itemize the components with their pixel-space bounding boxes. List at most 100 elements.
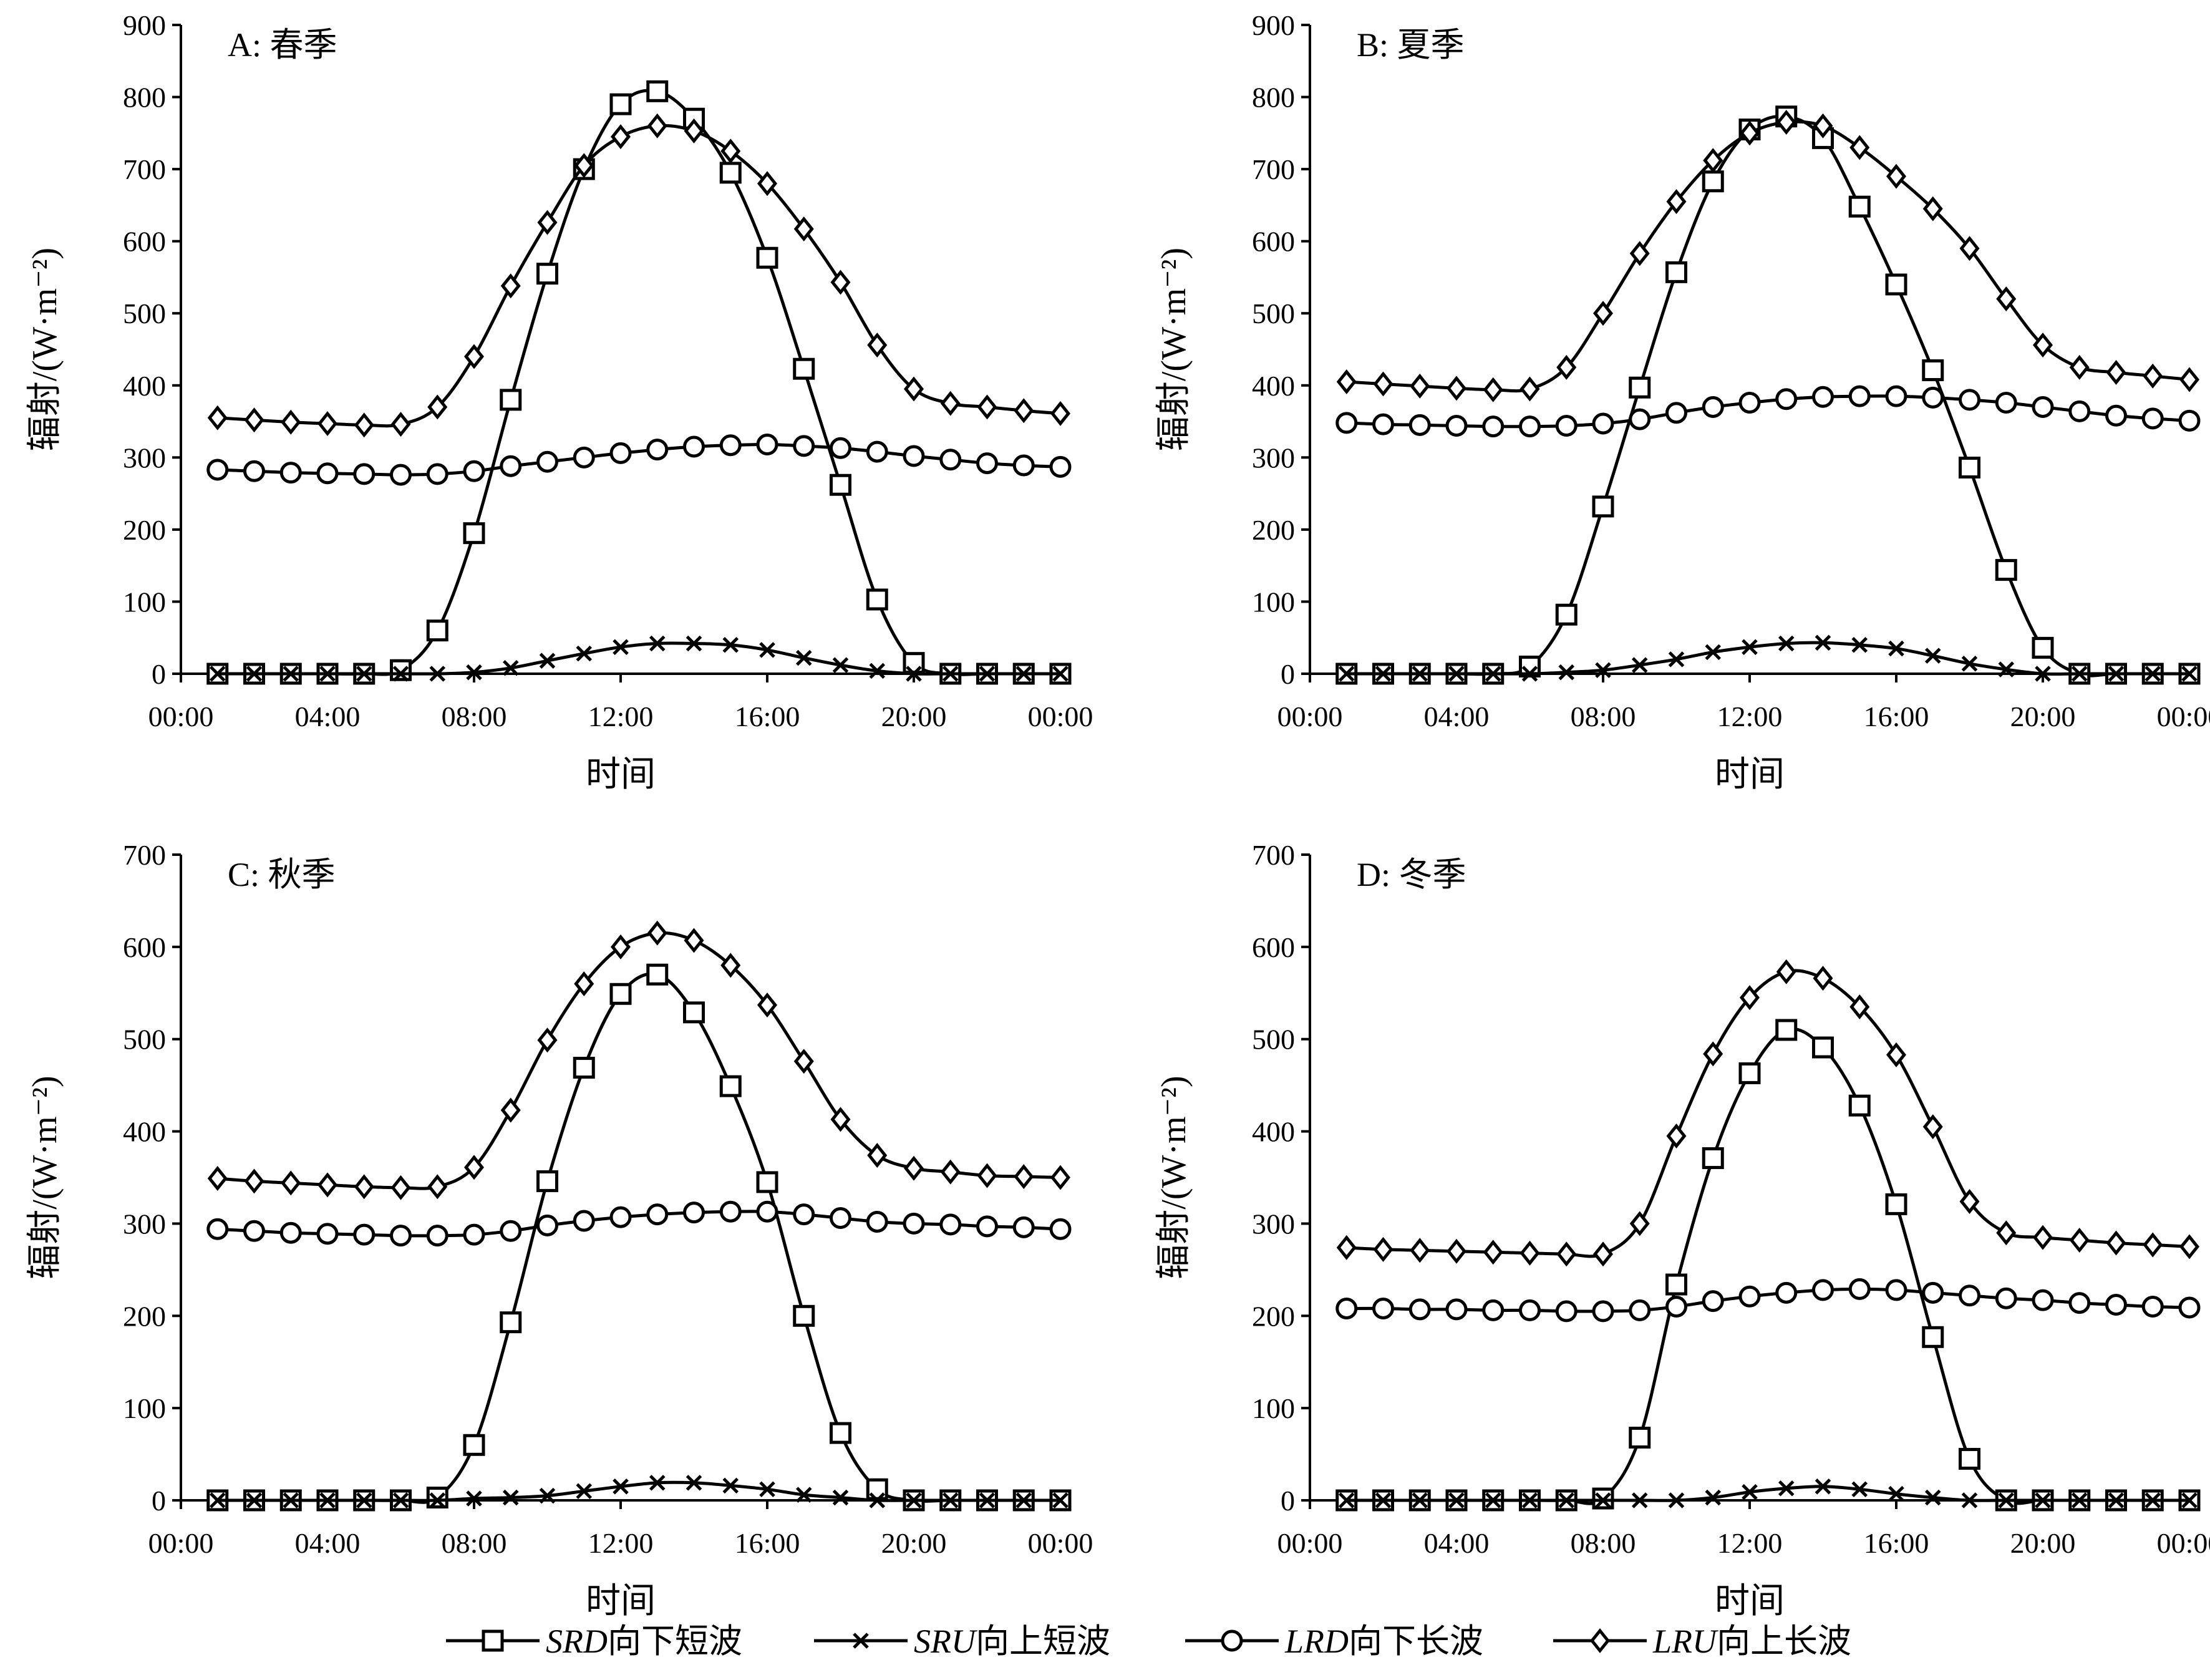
- panel-b-lrd-point: [1848, 385, 1871, 407]
- panel-b-lrd-point: [2032, 396, 2054, 418]
- panel-b-srd-point: [1995, 559, 2017, 581]
- panel-c-title: C: 秋季: [228, 856, 336, 893]
- panel-a-lru-point: [793, 216, 814, 242]
- panel-c-sru-point: [283, 1492, 299, 1508]
- panel-a-lru-point: [427, 394, 448, 420]
- panel-d-lrd-point: [1959, 1284, 1980, 1307]
- panel-a-lru-point: [244, 407, 264, 433]
- panel-a-lrd-point: [536, 450, 558, 473]
- panel-b-lrd-point: [1922, 386, 1944, 409]
- panel-d-lrd-point: [1738, 1285, 1761, 1308]
- legend-srd-label: SRD向下短波: [546, 1623, 742, 1660]
- panel-c-sru-point: [356, 1492, 372, 1508]
- panel-a-srd-point: [463, 522, 485, 545]
- panel-d-sru-point: [1375, 1492, 1392, 1508]
- panel-d-lrd-point: [1592, 1300, 1614, 1323]
- panel-b-srd-point: [1629, 376, 1651, 399]
- panel-b-lru-point: [1666, 189, 1687, 215]
- panel-d-sru-point: [1668, 1492, 1685, 1508]
- panel-c-srd-point: [646, 963, 669, 986]
- panel-d-x-tick-label: 16:00: [1864, 1527, 1929, 1559]
- panel-b-series-lrd-line: [1346, 394, 2190, 429]
- panel-b-srd-point: [1922, 359, 1944, 382]
- panel-b-lrd-point: [2141, 407, 2164, 430]
- panel-a-sru-point: [319, 666, 336, 682]
- panel-d-lrd-point: [2105, 1294, 2127, 1316]
- panel-b-sru-point: [1705, 644, 1722, 661]
- panel-a-srd-point: [793, 357, 815, 380]
- panel-b-series-lru: [1336, 109, 2200, 402]
- panel-c-lrd-point: [609, 1206, 632, 1228]
- panel-c-y-tick-label: 300: [123, 1208, 166, 1240]
- panel-c-lru-point: [720, 953, 741, 978]
- panel-b-sru-point: [2035, 666, 2051, 682]
- panel-c-x-tick-label: 20:00: [881, 1527, 947, 1559]
- panel-b-lru-point: [2106, 359, 2126, 385]
- panel-b-sru-point: [1668, 651, 1685, 668]
- panel-d-lru-point: [1813, 966, 1833, 991]
- panel-d-series-lru: [1336, 959, 2200, 1267]
- panel-c-x-tick-label: 12:00: [588, 1527, 654, 1559]
- panel-d-lrd-point: [1408, 1298, 1431, 1321]
- panel-a-sru-point: [502, 659, 519, 676]
- panel-b-series-srd-line: [1346, 114, 2189, 677]
- panel-a-series-sru-line: [217, 641, 1060, 676]
- panel-c-series-srd-line: [217, 972, 1060, 1504]
- panel-c-sru-point: [1052, 1492, 1069, 1508]
- panel-c-lrd-point: [719, 1200, 742, 1223]
- panel-a-srd-point: [866, 588, 888, 611]
- panel-c-sru-point: [979, 1492, 996, 1508]
- panel-a-sru-point: [832, 657, 849, 673]
- panel-d-lru-point: [1446, 1238, 1467, 1264]
- panel-c-lru-point: [867, 1143, 888, 1168]
- panel-b-x-tick-label: 20:00: [2010, 701, 2076, 732]
- panel-b-lru-point: [1813, 113, 1833, 138]
- panel-b-lru-point: [1959, 236, 1980, 261]
- panel-b-sru-point: [2181, 666, 2198, 682]
- panel-b-lru-point: [1739, 120, 1760, 146]
- panel-d-lru-point: [1373, 1236, 1393, 1262]
- panel-b-chart: 0 100 200 300 400 500 600 700 800 900 00:00 04:00 08…: [1155, 9, 2210, 794]
- panel-d-lrd-point: [1519, 1299, 1541, 1321]
- panel-b-sru-point: [1778, 635, 1795, 652]
- panel-c-sru-point: [906, 1492, 922, 1508]
- panel-c-srd-point: [756, 1171, 778, 1193]
- panel-b-series-sru-line: [1346, 641, 2189, 676]
- panel-d-sru-point: [1888, 1485, 1904, 1502]
- panel-b-y-tick-label: 200: [1252, 514, 1295, 546]
- panel-c-lrd-point: [573, 1210, 595, 1232]
- panel-d-lrd-point: [1482, 1299, 1505, 1321]
- panel-b-series-lrd: [1335, 385, 2201, 438]
- panel-d-lrd-point: [2032, 1289, 2054, 1311]
- panel-d-x-axis-title: 时间: [1715, 1582, 1785, 1621]
- panel-b-lru-point: [1483, 377, 1503, 402]
- panel-c-x-axis-title: 时间: [586, 1582, 656, 1621]
- panel-a-sru-point: [1052, 666, 1069, 682]
- panel-c-lru-point: [390, 1175, 411, 1200]
- panel-b-srd-point: [2032, 636, 2054, 659]
- panel-b-y-tick-label: 700: [1252, 153, 1295, 185]
- panel-b-sru-point: [2071, 666, 2088, 682]
- panel-c-series-lrd: [206, 1200, 1072, 1247]
- panel-d-y-tick-label: 700: [1252, 839, 1295, 871]
- panel-b-lrd-point: [1372, 413, 1394, 435]
- panel-a-lru-point: [317, 411, 338, 437]
- panel-d-lru-point: [1592, 1241, 1614, 1267]
- panel-b-sru-point: [2108, 666, 2125, 682]
- panel-d-sru-point: [1815, 1478, 1831, 1495]
- panel-c-y-tick-label: 400: [123, 1116, 166, 1148]
- panel-a-lru-point: [757, 171, 778, 197]
- panel-d-lrd-point: [2178, 1296, 2201, 1319]
- panel-b-srd-point: [1959, 457, 1980, 479]
- panel-a-lrd-point: [830, 437, 851, 459]
- panel-d-sru-point: [1961, 1492, 1978, 1508]
- panel-c-sru-point: [392, 1492, 409, 1508]
- panel-b-sru-point: [1595, 662, 1611, 678]
- panel-b-lrd-point: [2068, 400, 2091, 422]
- panel-d-lrd-point: [1335, 1297, 1358, 1319]
- panel-d-srd-point: [1775, 1019, 1798, 1041]
- panel-d-lru-point: [2032, 1225, 2053, 1250]
- panel-a-chart: 0 100 200 300 400 500 600 700 800 900 00:00 04:00 08…: [26, 9, 1093, 794]
- panel-a-sru-point: [686, 635, 702, 652]
- panel-a-lrd-point: [500, 455, 522, 477]
